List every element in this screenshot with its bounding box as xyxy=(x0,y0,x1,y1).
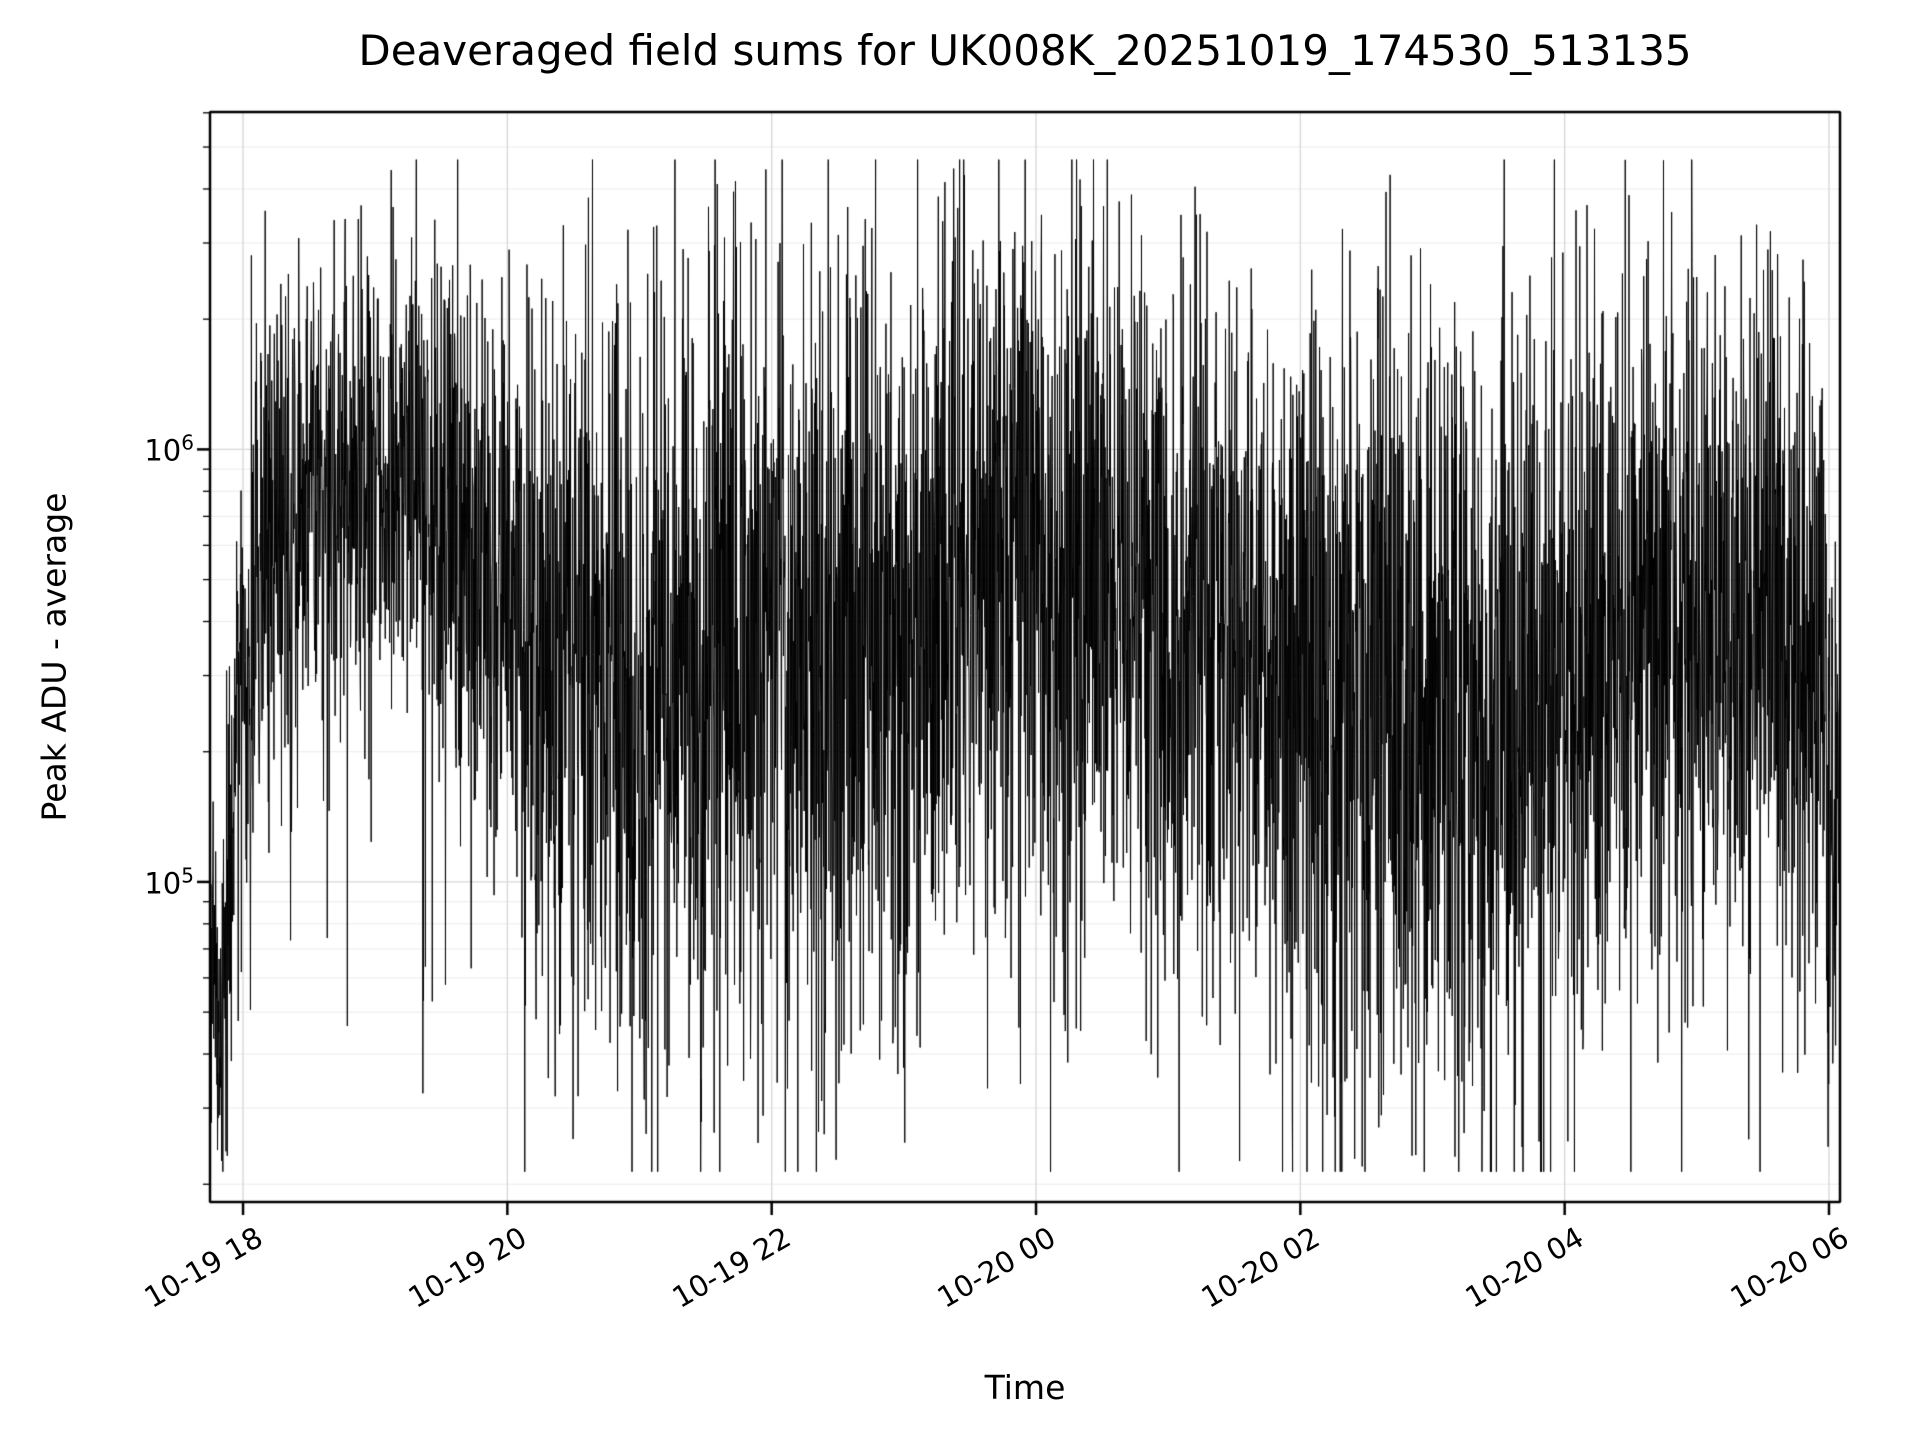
chart-title: Deaveraged field sums for UK008K_2025101… xyxy=(358,26,1692,75)
x-axis-label: Time xyxy=(984,1368,1066,1407)
y-axis-label: Peak ADU - average xyxy=(34,492,74,822)
y-tick-label: 106 xyxy=(144,431,194,468)
y-tick-label: 105 xyxy=(144,863,194,901)
